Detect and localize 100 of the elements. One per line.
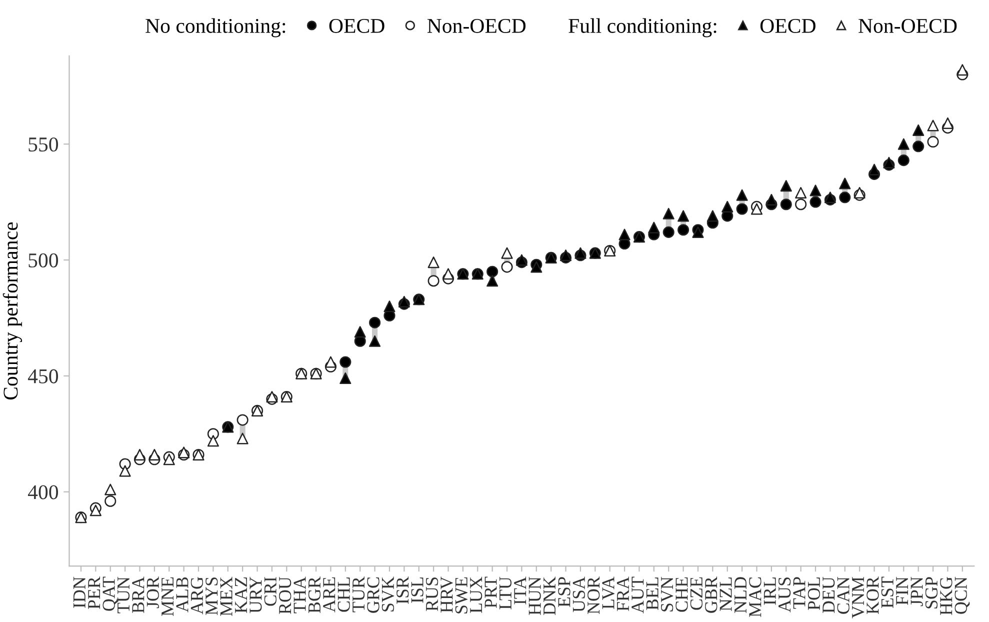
- x-tick-label: ROU: [279, 576, 292, 614]
- point: [501, 247, 513, 259]
- point: [810, 196, 822, 208]
- point: [340, 356, 352, 368]
- x-tick-label: TUR: [352, 576, 365, 612]
- x-tick-label: TUN: [118, 576, 130, 614]
- point: [868, 164, 880, 176]
- x-tick-label: IDN: [74, 576, 86, 608]
- x-tick-label: NLD: [734, 577, 746, 614]
- point: [148, 448, 160, 461]
- legend-label: OECD: [329, 18, 384, 33]
- x-tick-label: ARE: [323, 577, 336, 612]
- point: [956, 64, 968, 76]
- point: [750, 203, 763, 215]
- point: [428, 256, 440, 268]
- point: [398, 296, 410, 308]
- x-tick-label: JOR: [146, 576, 159, 608]
- point: [766, 194, 778, 206]
- point: [912, 140, 924, 152]
- point: [90, 504, 102, 516]
- x-tick-label: ARG: [190, 577, 204, 614]
- point: [927, 136, 939, 148]
- point: [927, 120, 939, 132]
- x-tick-label: FIN: [896, 576, 908, 606]
- point: [369, 316, 381, 328]
- point: [324, 356, 336, 368]
- legend-label: Non-OECD: [427, 18, 526, 33]
- x-tick-label: JPN: [910, 576, 923, 606]
- point: [736, 203, 748, 215]
- point: [369, 335, 381, 347]
- text: No conditioning:: [146, 18, 286, 38]
- x-tick-label: KOR: [866, 576, 879, 614]
- point: [340, 372, 352, 384]
- point: [178, 446, 190, 458]
- point: [854, 186, 866, 199]
- x-tick-label: MAC: [749, 577, 762, 618]
- point: [839, 178, 851, 190]
- point: [795, 198, 807, 210]
- point: [678, 224, 690, 236]
- point: [648, 222, 660, 234]
- x-tick-label: GBR: [705, 576, 718, 613]
- x-tick-label: AUS: [778, 578, 791, 612]
- x-tick-label: CHL: [338, 578, 350, 612]
- x-tick-label: POL: [808, 578, 820, 610]
- y-tick-label: 550: [28, 137, 58, 152]
- point: [163, 454, 175, 466]
- point: [501, 261, 513, 273]
- x-tick-label: DEU: [822, 576, 835, 614]
- x-tick-label: CHE: [676, 577, 688, 612]
- x-tick-label: NZL: [720, 578, 732, 612]
- x-tick-label: BEL: [646, 578, 658, 610]
- x-tick-label: ESP: [558, 577, 570, 608]
- x-tick-label: KAZ: [235, 577, 247, 614]
- point: [486, 275, 498, 287]
- point: [207, 435, 219, 447]
- point: [839, 192, 851, 204]
- x-tick-label: MEX: [220, 576, 232, 616]
- x-tick-label: VNM: [852, 576, 864, 618]
- point: [574, 247, 586, 259]
- x-tick-label: HRV: [440, 576, 453, 613]
- x-tick-label: RUS: [426, 578, 438, 612]
- x-tick-label: DNK: [544, 576, 556, 616]
- point: [236, 432, 248, 444]
- point: [618, 228, 630, 240]
- x-tick-label: AUT: [632, 576, 644, 614]
- x-tick-label: LVA: [602, 576, 614, 610]
- y-axis-title: Country performance: [2, 222, 22, 400]
- x-tick-label: PER: [88, 576, 100, 610]
- point: [104, 495, 116, 507]
- x-tick-label: HKG: [940, 577, 952, 616]
- x-tick-label: MNE: [162, 577, 174, 616]
- x-tick-label: URY: [250, 576, 262, 614]
- point: [795, 186, 807, 199]
- point: [678, 210, 690, 222]
- point: [883, 156, 895, 168]
- x-tick-label: SVK: [382, 576, 394, 612]
- x-tick-label: BRA: [132, 576, 144, 614]
- x-tick-label: IRL: [764, 578, 776, 605]
- x-tick-label: NOR: [588, 576, 600, 614]
- x-tick-label: QCN: [954, 576, 970, 614]
- x-tick-label: BGR: [308, 576, 321, 614]
- x-tick-label: CAN: [837, 576, 850, 614]
- point: [780, 180, 792, 192]
- point: [384, 300, 396, 312]
- x-tick-label: GRC: [367, 577, 380, 613]
- x-tick-label: THA: [294, 576, 306, 614]
- x-tick-label: SGP: [925, 577, 938, 608]
- x-tick-label: ISL: [411, 578, 424, 603]
- point: [898, 154, 910, 166]
- point: [486, 266, 498, 278]
- point: [662, 226, 674, 238]
- x-tick-label: QAT: [102, 576, 118, 611]
- point: [516, 254, 528, 266]
- x-tick-label: ISR: [396, 576, 409, 604]
- x-tick-label: EST: [881, 576, 894, 608]
- point: [442, 268, 454, 280]
- text: Full conditioning:: [568, 18, 716, 38]
- x-tick-label: USA: [572, 576, 585, 612]
- point: [898, 138, 910, 150]
- point: [780, 198, 792, 210]
